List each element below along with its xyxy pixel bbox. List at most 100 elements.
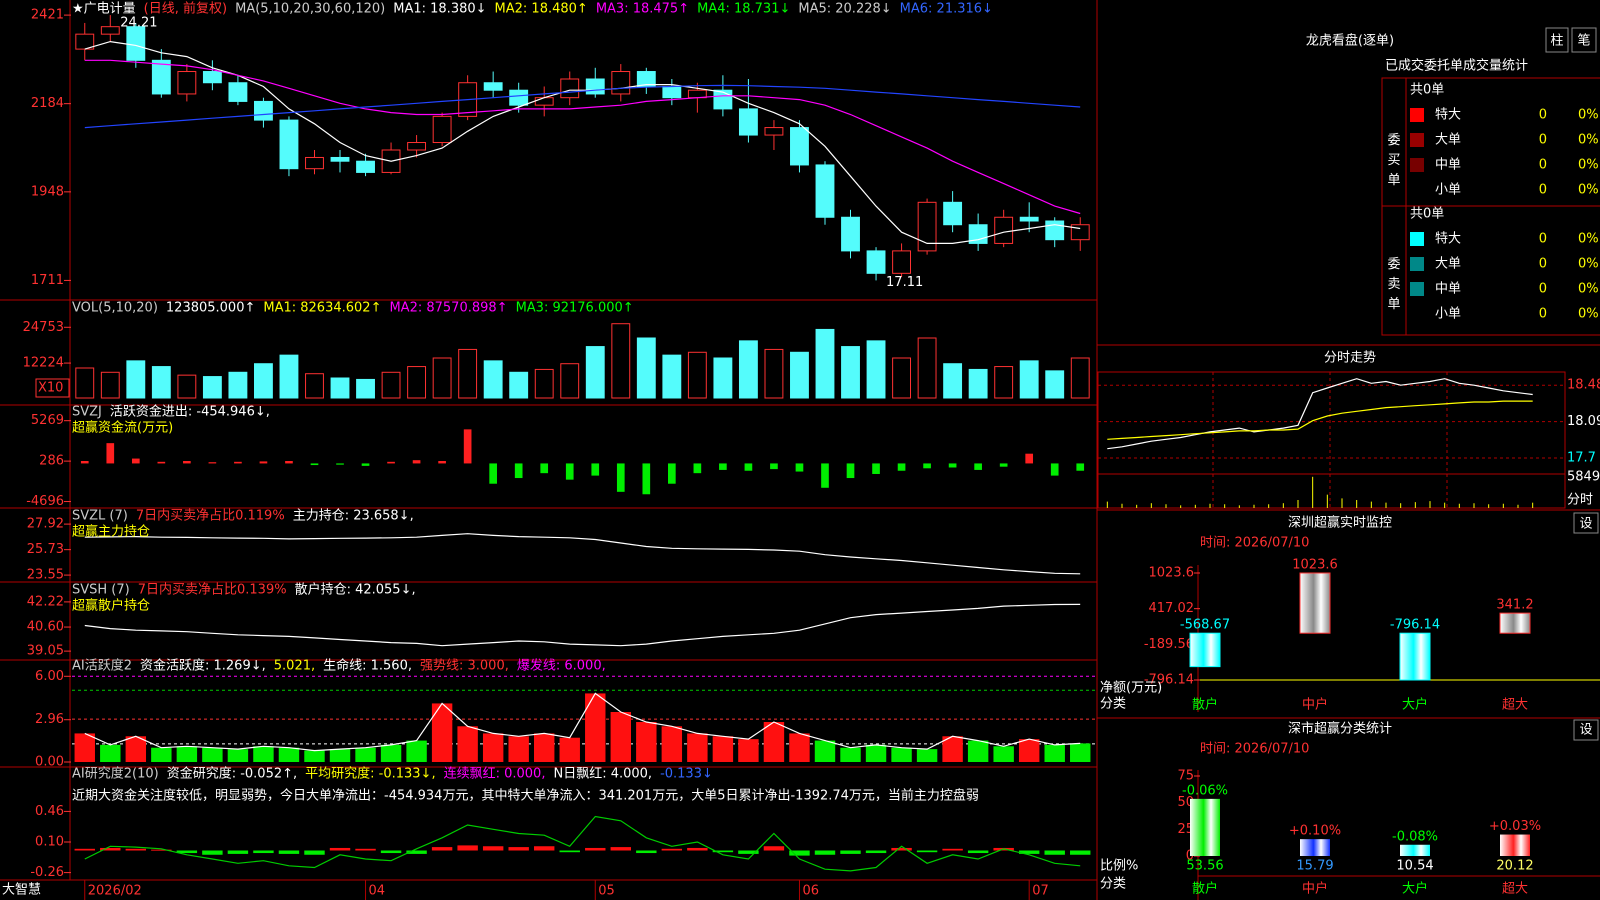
volume-bar	[458, 348, 478, 399]
value-label: 10.54	[1396, 859, 1433, 874]
activity-bar	[840, 747, 861, 762]
volume-bar	[790, 351, 809, 399]
category-label: 大户	[1402, 881, 1428, 897]
y-tick-label: 18.48	[1567, 378, 1600, 393]
indicator-label: 5.021,	[274, 659, 315, 674]
button-label[interactable]: 柱	[1550, 34, 1563, 49]
indicator-label: N日飘红: 4.000,	[553, 766, 652, 782]
button[interactable]	[1571, 27, 1597, 53]
button-label[interactable]: 设	[1579, 517, 1592, 532]
research-bar	[151, 849, 172, 851]
net-bar	[1399, 632, 1431, 681]
axis-label: 分类	[1100, 877, 1126, 892]
flow-bar	[310, 463, 319, 466]
change-label: +0.03%	[1489, 819, 1541, 834]
subtitle: 超赢主力持仓	[72, 524, 150, 540]
volume-bar	[126, 360, 146, 399]
flow-bar	[693, 463, 702, 474]
panel-title: 深圳超赢实时监控	[1288, 515, 1392, 531]
button[interactable]	[1573, 719, 1599, 741]
indicator-label: 爆发线: 6.000,	[517, 658, 606, 674]
research-bar	[508, 847, 529, 851]
row-pct: 0%	[1578, 282, 1599, 297]
research-bar	[406, 850, 427, 854]
flow-bar	[131, 458, 140, 464]
volume-bar	[100, 371, 120, 399]
y-tick-label: 6.00	[35, 669, 64, 684]
activity-bar	[891, 747, 912, 762]
flow-bar	[719, 463, 727, 470]
research-bar	[380, 850, 402, 854]
activity-bar	[763, 722, 785, 762]
candle-body	[841, 216, 860, 252]
intraday-grid	[1212, 372, 1448, 508]
research-bar	[865, 850, 887, 854]
indicator-label: VOL(5,10,20)	[72, 301, 158, 316]
indicator-label: MA5: 20.228↓	[798, 2, 891, 17]
activity-bar	[100, 744, 121, 762]
volume-bar	[713, 357, 733, 399]
research-bar	[585, 847, 606, 851]
y-tick-label: 25	[1177, 822, 1194, 837]
date-label: 04	[369, 884, 386, 899]
row-name: 小单	[1435, 183, 1461, 198]
activity-bar	[482, 733, 504, 762]
row-pct: 0%	[1578, 133, 1599, 148]
activity-bar	[559, 737, 580, 762]
candle-body	[254, 100, 273, 121]
research-bar	[763, 846, 785, 851]
flow-bar	[183, 461, 191, 464]
indicator-label: 资金研究度: -0.052↑,	[167, 766, 297, 782]
flow-bar	[770, 463, 778, 470]
row-count: 0	[1539, 158, 1547, 173]
activity-bar	[278, 747, 300, 762]
flow-bar	[540, 463, 549, 474]
candle-body	[636, 71, 656, 87]
ratio-bar	[1400, 844, 1430, 856]
activity-bar	[304, 750, 325, 762]
y-tick-label: -189.56	[1144, 637, 1194, 652]
volume-bar	[968, 368, 988, 399]
indicator-label: MA6: 21.316↓	[900, 2, 993, 17]
net-bar	[1499, 612, 1531, 634]
button-label[interactable]: 设	[1579, 723, 1592, 738]
activity-bar	[712, 736, 734, 762]
category-label: 超大	[1502, 698, 1528, 713]
time-label: 时间: 2026/07/10	[1200, 742, 1309, 757]
unit-label: X10	[38, 381, 63, 396]
indicator-label: MA3: 18.475↑	[596, 2, 689, 17]
y-tick-label: 5849	[1567, 469, 1600, 484]
research-bar	[176, 850, 198, 854]
candle-body	[815, 164, 835, 218]
row-count: 0	[1539, 183, 1547, 198]
candle-body	[662, 85, 682, 99]
subtitle: 超赢资金流(万元)	[72, 420, 173, 436]
y-tick-label: 23.55	[27, 568, 64, 583]
candle-body	[892, 250, 911, 274]
candle-body	[560, 78, 580, 99]
research-bar	[942, 848, 963, 851]
y-tick-label: -4696	[26, 494, 64, 509]
row-pct: 0%	[1578, 257, 1599, 272]
activity-bar	[329, 749, 351, 762]
volume-bar	[75, 367, 95, 399]
indicator-label: MA3: 92176.000↑	[516, 301, 634, 316]
y-tick-label: 2184	[31, 96, 64, 111]
activity-bar	[74, 733, 95, 762]
time-label: 时间: 2026/07/10	[1200, 536, 1309, 551]
y-tick-label: 17.7	[1567, 451, 1596, 466]
volume-bar	[687, 351, 707, 399]
activity-bar	[738, 739, 759, 762]
button-label[interactable]: 笔	[1577, 33, 1590, 49]
row-count: 0	[1539, 307, 1547, 322]
volume-bar	[330, 377, 350, 399]
volume-bar	[994, 366, 1014, 399]
flow-bar	[668, 463, 676, 484]
activity-bar	[687, 733, 708, 762]
button[interactable]	[1545, 27, 1569, 53]
button[interactable]	[1573, 512, 1599, 534]
research-bar	[304, 850, 325, 855]
left-panels: 24.21 17.11 近期大资金关注度较低，明显弱势，今日大单净流出：-454.9…	[72, 15, 1095, 872]
date-label: 2026/02	[88, 884, 142, 899]
